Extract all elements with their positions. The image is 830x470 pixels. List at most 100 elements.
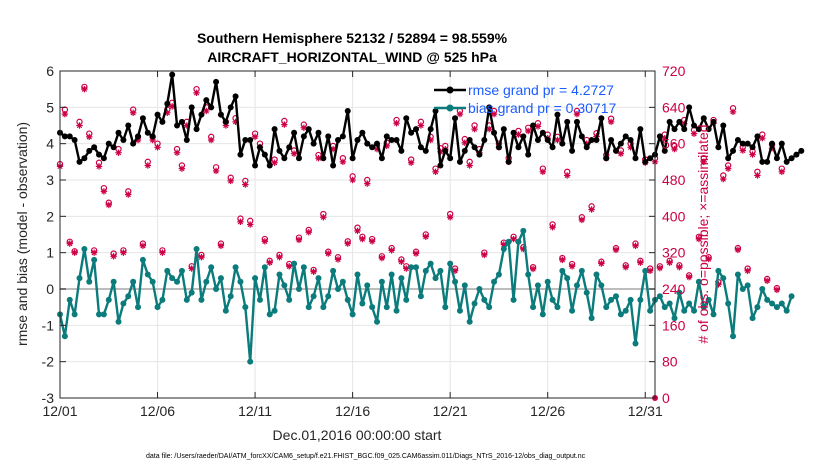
- plot-area-frame: [59, 70, 656, 399]
- rmse-point: [286, 144, 293, 151]
- obs-assimilated-point: [446, 214, 454, 221]
- obs-assimilated-point: [125, 191, 132, 198]
- bias-point: [437, 267, 444, 274]
- obs-assimilated-point: [251, 133, 259, 141]
- obs-assimilated-point: [490, 110, 498, 118]
- bias-point: [539, 311, 546, 318]
- obs-assimilated-point: [281, 121, 288, 128]
- obs-assimilated-point: [61, 110, 69, 118]
- bias-point: [442, 304, 449, 311]
- bias-point: [573, 282, 580, 289]
- bias-point: [554, 304, 561, 311]
- rmse-point: [188, 104, 195, 111]
- rmse-point: [388, 137, 395, 144]
- obs-assimilated-point: [139, 242, 147, 250]
- rmse-point: [154, 111, 161, 118]
- obs-assimilated-point: [95, 163, 103, 170]
- bias-point: [91, 256, 98, 263]
- rmse-point: [96, 151, 103, 158]
- rmse-point: [408, 129, 415, 136]
- bias-point: [217, 275, 224, 282]
- rmse-point: [647, 155, 654, 162]
- obs-assimilated-point: [393, 120, 400, 127]
- bias-point: [783, 307, 790, 314]
- bias-point: [427, 260, 434, 267]
- obs-assimilated-point: [261, 238, 269, 245]
- rmse-point: [442, 147, 449, 154]
- obs-assimilated-point: [368, 238, 376, 245]
- rmse-point: [730, 147, 737, 154]
- rmse-point: [759, 158, 766, 165]
- y-axis-left-ticks: -3 -2 -1 0 1 2 3 4 5 6: [42, 63, 66, 406]
- rmse-point: [149, 133, 156, 140]
- rmse-point: [612, 147, 619, 154]
- bias-point: [515, 238, 522, 245]
- rmse-point: [773, 155, 780, 162]
- rmse-point: [115, 129, 122, 136]
- y-tick-label: 4: [46, 136, 54, 152]
- rmse-point: [466, 137, 473, 144]
- rmse-point: [364, 140, 371, 147]
- rmse-point: [281, 155, 288, 162]
- bias-point: [300, 264, 307, 271]
- obs-assimilated-point: [637, 259, 644, 266]
- rmse-point: [305, 126, 312, 133]
- rmse-point: [164, 100, 171, 107]
- obs-assimilated-point: [66, 240, 73, 247]
- rmse-point: [461, 147, 468, 154]
- y-right-tick-label: 80: [662, 354, 678, 370]
- bias-point: [96, 311, 103, 318]
- obs-assimilated-point: [588, 206, 595, 213]
- rmse-point: [130, 140, 137, 147]
- rmse-point: [530, 122, 537, 129]
- rmse-point: [266, 162, 273, 169]
- rmse-point: [476, 151, 483, 158]
- obs-assimilated-point: [144, 162, 151, 169]
- bias-point: [705, 296, 712, 303]
- bias-point: [81, 246, 88, 253]
- rmse-point: [139, 115, 146, 122]
- rmse-point: [798, 147, 805, 154]
- bias-point: [661, 304, 668, 311]
- rmse-point: [471, 144, 478, 151]
- bias-point: [364, 282, 371, 289]
- bias-point: [695, 278, 702, 285]
- obs-assimilated-point: [739, 147, 746, 154]
- bias-point: [256, 296, 263, 303]
- rmse-point: [515, 144, 522, 151]
- rmse-point: [349, 155, 356, 162]
- obs-assimilated-point: [617, 150, 625, 157]
- rmse-point: [452, 115, 459, 122]
- rmse-point: [398, 147, 405, 154]
- obs-assimilated-point: [412, 250, 420, 257]
- obs-assimilated-point: [403, 265, 410, 272]
- bias-point: [349, 311, 356, 318]
- bias-point: [466, 318, 473, 325]
- obs-assimilated-point: [90, 249, 98, 256]
- obs-assimilated-point: [120, 249, 127, 256]
- legend-bias-label: bias grand pr = 0.30717: [468, 100, 616, 116]
- y-axis-right-ticks: 0 80 160 240 320 400 480 560 640 720: [649, 63, 686, 406]
- rmse-point: [427, 126, 434, 133]
- obs-assimilated-point: [466, 162, 473, 169]
- rmse-point: [632, 155, 639, 162]
- bias-point: [159, 296, 166, 303]
- obs-assimilated-point: [524, 127, 532, 135]
- rmse-point: [495, 144, 502, 151]
- bias-point: [154, 304, 161, 311]
- obs-assimilated-point: [734, 246, 742, 254]
- bias-point: [393, 307, 400, 314]
- obs-assimilated-point: [598, 260, 605, 267]
- obs-assimilated-point: [559, 256, 566, 264]
- bias-point: [100, 311, 107, 318]
- rmse-point: [588, 137, 595, 144]
- legend-rmse-marker: [446, 86, 454, 94]
- bias-point: [369, 304, 376, 311]
- rmse-point: [642, 158, 649, 165]
- y-tick-label: -1: [42, 317, 55, 333]
- y-right-tick-label: 720: [662, 63, 686, 79]
- rmse-point: [66, 133, 73, 140]
- rmse-point: [271, 126, 278, 133]
- x-tick-label: 12/31: [628, 403, 663, 419]
